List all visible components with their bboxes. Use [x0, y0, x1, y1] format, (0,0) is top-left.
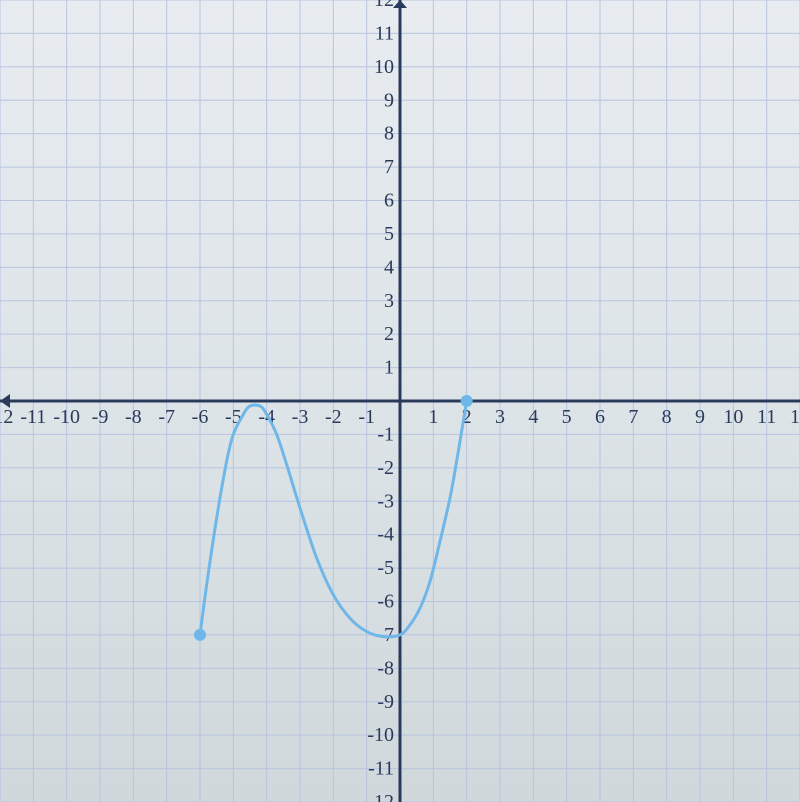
endpoint-marker — [461, 395, 473, 407]
x-tick-label: 11 — [757, 406, 776, 428]
x-tick-label: -11 — [20, 406, 46, 428]
y-tick-label: -10 — [367, 724, 394, 746]
x-tick-label: -12 — [0, 406, 13, 428]
y-tick-label: 8 — [384, 123, 394, 145]
y-tick-label: 11 — [375, 22, 394, 44]
y-tick-label: -6 — [377, 591, 394, 613]
x-tick-label: 8 — [662, 406, 672, 428]
x-tick-label: -1 — [358, 406, 375, 428]
endpoint-marker — [194, 629, 206, 641]
x-tick-label: 12 — [790, 406, 800, 428]
x-tick-label: 9 — [695, 406, 705, 428]
y-tick-label: -1 — [377, 423, 394, 445]
y-tick-label: 3 — [384, 290, 394, 312]
y-tick-label: -3 — [377, 490, 394, 512]
y-tick-label: -8 — [377, 657, 394, 679]
y-tick-label: -11 — [368, 758, 394, 780]
y-tick-label: 6 — [384, 190, 394, 212]
y-tick-label: 5 — [384, 223, 394, 245]
y-axis-arrow-up — [393, 0, 407, 8]
y-tick-label: 12 — [374, 0, 394, 11]
x-tick-label: -7 — [158, 406, 175, 428]
y-tick-label: -5 — [377, 557, 394, 579]
coordinate-graph: -12-11-10-9-8-7-6-5-4-3-2-11234567891011… — [0, 0, 800, 802]
y-tick-label: 4 — [384, 256, 394, 278]
x-tick-label: -8 — [125, 406, 142, 428]
x-tick-label: 10 — [723, 406, 743, 428]
y-tick-label: -2 — [377, 457, 394, 479]
y-tick-label: 2 — [384, 323, 394, 345]
y-tick-label: 1 — [384, 357, 394, 379]
y-tick-label: -9 — [377, 691, 394, 713]
x-tick-label: -3 — [292, 406, 309, 428]
y-tick-label: 7 — [384, 156, 394, 178]
x-tick-label: 5 — [562, 406, 572, 428]
x-tick-label: -6 — [192, 406, 209, 428]
x-tick-label: 6 — [595, 406, 605, 428]
y-tick-label: 9 — [384, 89, 394, 111]
x-tick-label: 3 — [495, 406, 505, 428]
graph-svg: -12-11-10-9-8-7-6-5-4-3-2-11234567891011… — [0, 0, 800, 802]
x-tick-label: -10 — [53, 406, 80, 428]
x-tick-label: 4 — [528, 406, 538, 428]
y-tick-label: -4 — [377, 524, 394, 546]
y-tick-label: -12 — [367, 791, 394, 802]
x-tick-label: -9 — [92, 406, 109, 428]
y-tick-label: 10 — [374, 56, 394, 78]
x-tick-label: 7 — [628, 406, 638, 428]
x-tick-label: 1 — [428, 406, 438, 428]
x-tick-label: -2 — [325, 406, 342, 428]
